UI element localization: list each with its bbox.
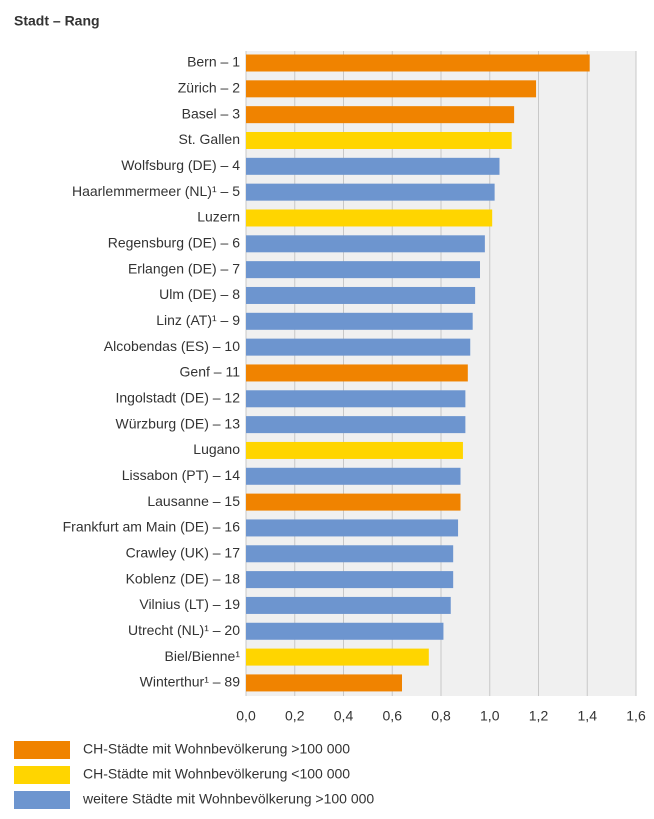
x-tick-label: 0,0 — [236, 708, 256, 724]
bar — [246, 596, 451, 614]
bar — [246, 519, 459, 537]
bar — [246, 622, 444, 640]
bar — [246, 131, 512, 149]
y-tick-label: Luzern — [197, 209, 240, 225]
bar — [246, 157, 500, 175]
y-tick-label: Basel – 3 — [182, 105, 241, 121]
y-tick-label: Genf – 11 — [180, 364, 241, 380]
bar — [246, 493, 461, 511]
y-tick-label: Lugano — [193, 441, 240, 457]
y-tick-label: Lissabon (PT) – 14 — [122, 467, 240, 483]
bar — [246, 209, 493, 227]
bar — [246, 235, 485, 253]
y-tick-label: Zürich – 2 — [178, 80, 240, 96]
y-tick-label: Lausanne – 15 — [147, 493, 240, 509]
y-tick-label: Haarlemmermeer (NL)¹ – 5 — [72, 183, 240, 199]
y-tick-label: Regensburg (DE) – 6 — [108, 235, 241, 251]
bar — [246, 441, 463, 459]
bar — [246, 338, 471, 356]
y-tick-label: Winterthur¹ – 89 — [140, 674, 241, 690]
legend-swatch — [14, 766, 70, 784]
y-tick-label: Würzburg (DE) – 13 — [116, 415, 241, 431]
x-tick-label: 1,0 — [480, 708, 500, 724]
bar — [246, 648, 429, 666]
legend-swatch — [14, 791, 70, 809]
legend-label: weitere Städte mit Wohnbevölkerung >100 … — [82, 791, 374, 807]
bar — [246, 545, 454, 563]
bar — [246, 261, 480, 279]
y-tick-label: Biel/Bienne¹ — [165, 648, 241, 664]
bar — [246, 571, 454, 589]
x-tick-label: 0,8 — [431, 708, 451, 724]
bar — [246, 183, 495, 201]
y-tick-label: Ingolstadt (DE) – 12 — [115, 389, 240, 405]
y-tick-label: Crawley (UK) – 17 — [126, 544, 241, 560]
y-tick-label: Ulm (DE) – 8 — [159, 286, 240, 302]
x-tick-label: 1,4 — [578, 708, 598, 724]
bar — [246, 416, 466, 434]
y-tick-label: Linz (AT)¹ – 9 — [156, 312, 240, 328]
x-tick-label: 0,6 — [383, 708, 403, 724]
legend-label: CH-Städte mit Wohnbevölkerung >100 000 — [83, 741, 350, 757]
y-tick-label: Bern – 1 — [187, 54, 240, 70]
bar — [246, 54, 590, 72]
y-tick-label: Utrecht (NL)¹ – 20 — [128, 622, 240, 638]
chart-title: Stadt – Rang — [14, 13, 100, 29]
bar — [246, 80, 537, 98]
y-tick-label: Erlangen (DE) – 7 — [128, 260, 240, 276]
bar — [246, 106, 515, 124]
bar — [246, 674, 402, 692]
y-tick-label: Wolfsburg (DE) – 4 — [121, 157, 240, 173]
legend-label: CH-Städte mit Wohnbevölkerung <100 000 — [83, 766, 350, 782]
bar — [246, 312, 473, 330]
y-tick-label: Koblenz (DE) – 18 — [126, 570, 241, 586]
bar — [246, 364, 468, 382]
x-tick-label: 0,2 — [285, 708, 305, 724]
bar — [246, 390, 466, 408]
x-tick-label: 1,6 — [626, 708, 646, 724]
y-tick-label: Alcobendas (ES) – 10 — [104, 338, 240, 354]
bar — [246, 286, 476, 304]
y-tick-label: Vilnius (LT) – 19 — [139, 596, 240, 612]
y-tick-label: St. Gallen — [179, 131, 240, 147]
x-tick-label: 0,4 — [334, 708, 354, 724]
legend-swatch — [14, 741, 70, 759]
x-tick-label: 1,2 — [529, 708, 549, 724]
y-tick-label: Frankfurt am Main (DE) – 16 — [63, 519, 241, 535]
bar — [246, 467, 461, 485]
